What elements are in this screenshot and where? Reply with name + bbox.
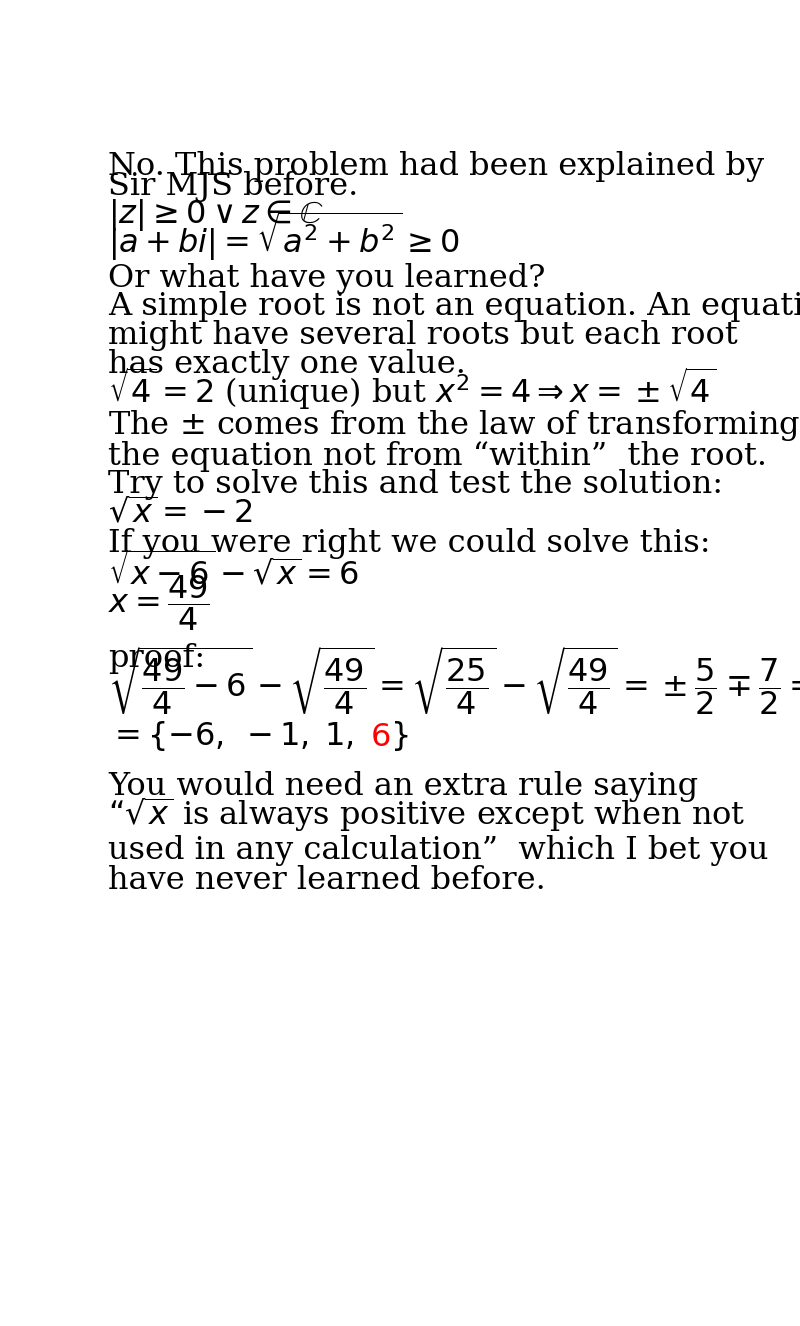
Text: Sir MJS before.: Sir MJS before. bbox=[108, 171, 358, 202]
Text: might have several roots but each root: might have several roots but each root bbox=[108, 320, 738, 351]
Text: No. This problem had been explained by: No. This problem had been explained by bbox=[108, 151, 764, 182]
Text: $\sqrt{\dfrac{49}{4}-6}-\sqrt{\dfrac{49}{4}}=\sqrt{\dfrac{25}{4}}-\sqrt{\dfrac{4: $\sqrt{\dfrac{49}{4}-6}-\sqrt{\dfrac{49}… bbox=[108, 644, 800, 717]
Text: $6$: $6$ bbox=[370, 723, 390, 753]
Text: have never learned before.: have never learned before. bbox=[108, 866, 546, 896]
Text: has exactly one value.: has exactly one value. bbox=[108, 349, 466, 379]
Text: Or what have you learned?: Or what have you learned? bbox=[108, 263, 546, 294]
Text: proof:: proof: bbox=[108, 643, 205, 674]
Text: The $\pm$ comes from the law of transforming: The $\pm$ comes from the law of transfor… bbox=[108, 408, 800, 443]
Text: $\}$: $\}$ bbox=[390, 719, 409, 753]
Text: $|a+bi|=\sqrt{a^2+b^2}\geq 0$: $|a+bi|=\sqrt{a^2+b^2}\geq 0$ bbox=[108, 210, 460, 264]
Text: $\sqrt{x-6}-\sqrt{x}=6$: $\sqrt{x-6}-\sqrt{x}=6$ bbox=[108, 552, 359, 591]
Text: If you were right we could solve this:: If you were right we could solve this: bbox=[108, 528, 710, 560]
Text: $x=\dfrac{49}{4}$: $x=\dfrac{49}{4}$ bbox=[108, 573, 210, 633]
Text: $\sqrt{4}=2$ (unique) but $x^2=4 \Rightarrow x=\pm\sqrt{4}$: $\sqrt{4}=2$ (unique) but $x^2=4 \Righta… bbox=[108, 366, 716, 412]
Text: $=\{-6,\;-1,\;1,\;$: $=\{-6,\;-1,\;1,\;$ bbox=[108, 719, 354, 753]
Text: Try to solve this and test the solution:: Try to solve this and test the solution: bbox=[108, 469, 723, 500]
Text: used in any calculation”  which I bet you: used in any calculation” which I bet you bbox=[108, 834, 769, 866]
Text: $\sqrt{x}=-2$: $\sqrt{x}=-2$ bbox=[108, 499, 253, 530]
Text: $|z|\geq 0 \vee z\in\mathbb{C}$: $|z|\geq 0 \vee z\in\mathbb{C}$ bbox=[108, 196, 323, 232]
Text: You would need an extra rule saying: You would need an extra rule saying bbox=[108, 772, 698, 802]
Text: A simple root is not an equation. An equation: A simple root is not an equation. An equ… bbox=[108, 292, 800, 322]
Text: the equation not from “within”  the root.: the equation not from “within” the root. bbox=[108, 440, 767, 472]
Text: “$\sqrt{x}$ is always positive except when not: “$\sqrt{x}$ is always positive except wh… bbox=[108, 796, 746, 834]
